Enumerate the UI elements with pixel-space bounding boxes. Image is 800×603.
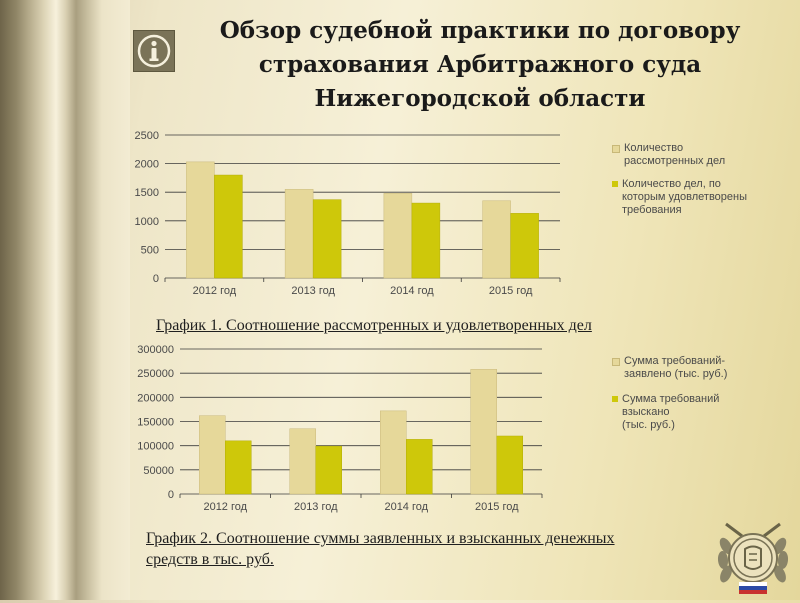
bar <box>510 213 539 279</box>
y-tick-label: 50000 <box>143 465 174 477</box>
legend-label: Количество рассмотренных дел <box>624 142 726 167</box>
bar <box>312 199 342 279</box>
x-tick-label: 2015 год <box>489 285 533 297</box>
chart-2-plot: 0 50000 100000 150000 200000 250000 300000 2012… <box>137 344 543 513</box>
y-tick-label: 2000 <box>135 159 159 171</box>
legend-label: Сумма требований взыскано (тыс. руб.) <box>622 393 720 431</box>
y-tick-label: 100000 <box>137 441 174 453</box>
y-tick-label: 200000 <box>137 392 174 404</box>
y-tick-label: 2500 <box>135 130 159 142</box>
y-tick-label: 1500 <box>135 187 159 199</box>
legend-item: Количество дел, по которым удовлетворены… <box>612 178 747 217</box>
legend-swatch <box>612 181 618 187</box>
bar <box>186 161 215 279</box>
court-emblem-icon <box>712 516 794 598</box>
bar <box>214 174 243 279</box>
legend-item: Сумма требований взыскано (тыс. руб.) <box>612 393 727 432</box>
chart-1-legend: Количество рассмотренных дел Количество … <box>612 142 747 227</box>
legend-swatch <box>612 396 618 402</box>
info-icon[interactable] <box>133 30 175 72</box>
y-tick-label: 300000 <box>137 344 174 356</box>
bar <box>199 415 226 495</box>
chart-2: 0 50000 100000 150000 200000 250000 300000 2012… <box>120 340 560 520</box>
y-tick-label: 1000 <box>135 216 159 228</box>
y-tick-label: 0 <box>168 489 174 501</box>
legend-label: Сумма требований- заявлено (тыс. руб.) <box>624 355 728 380</box>
bar <box>496 435 523 495</box>
legend-item: Количество рассмотренных дел <box>612 142 747 168</box>
chart-2-caption: График 2. Соотношение суммы заявленных и… <box>146 530 615 568</box>
chart-1-plot: 0 500 1000 1500 2000 2500 2012 год 2013 год 2014… <box>135 130 561 297</box>
x-tick-label: 2014 год <box>390 285 434 297</box>
chart-1-caption: График 1. Соотношение рассмотренных и уд… <box>156 317 592 334</box>
bar <box>380 410 407 495</box>
legend-swatch <box>612 145 620 153</box>
decorative-side-stripes <box>0 0 130 600</box>
x-tick-label: 2012 год <box>193 285 237 297</box>
chart-2-legend: Сумма требований- заявлено (тыс. руб.) С… <box>612 355 727 442</box>
bar <box>289 428 316 495</box>
bar <box>383 193 413 279</box>
x-tick-label: 2013 год <box>294 501 338 513</box>
x-tick-label: 2014 год <box>384 501 428 513</box>
bar <box>315 445 342 495</box>
chart-1: 0 500 1000 1500 2000 2500 2012 год 2013 год 2014… <box>120 128 580 303</box>
y-tick-label: 250000 <box>137 368 174 380</box>
y-tick-label: 0 <box>153 273 159 285</box>
x-tick-label: 2013 год <box>291 285 335 297</box>
x-tick-label: 2012 год <box>203 501 247 513</box>
legend-label: Количество дел, по которым удовлетворены… <box>622 178 748 216</box>
bar <box>482 200 511 279</box>
page-title: Обзор судебной практики по договору стра… <box>219 17 741 112</box>
legend-swatch <box>612 358 620 366</box>
bar <box>225 440 252 495</box>
y-tick-label: 150000 <box>137 417 174 429</box>
y-tick-label: 500 <box>141 244 159 256</box>
bar <box>406 439 433 495</box>
bar <box>284 189 314 279</box>
bar <box>470 369 497 495</box>
bar <box>411 202 441 279</box>
legend-item: Сумма требований- заявлено (тыс. руб.) <box>612 355 727 381</box>
x-tick-label: 2015 год <box>475 501 519 513</box>
